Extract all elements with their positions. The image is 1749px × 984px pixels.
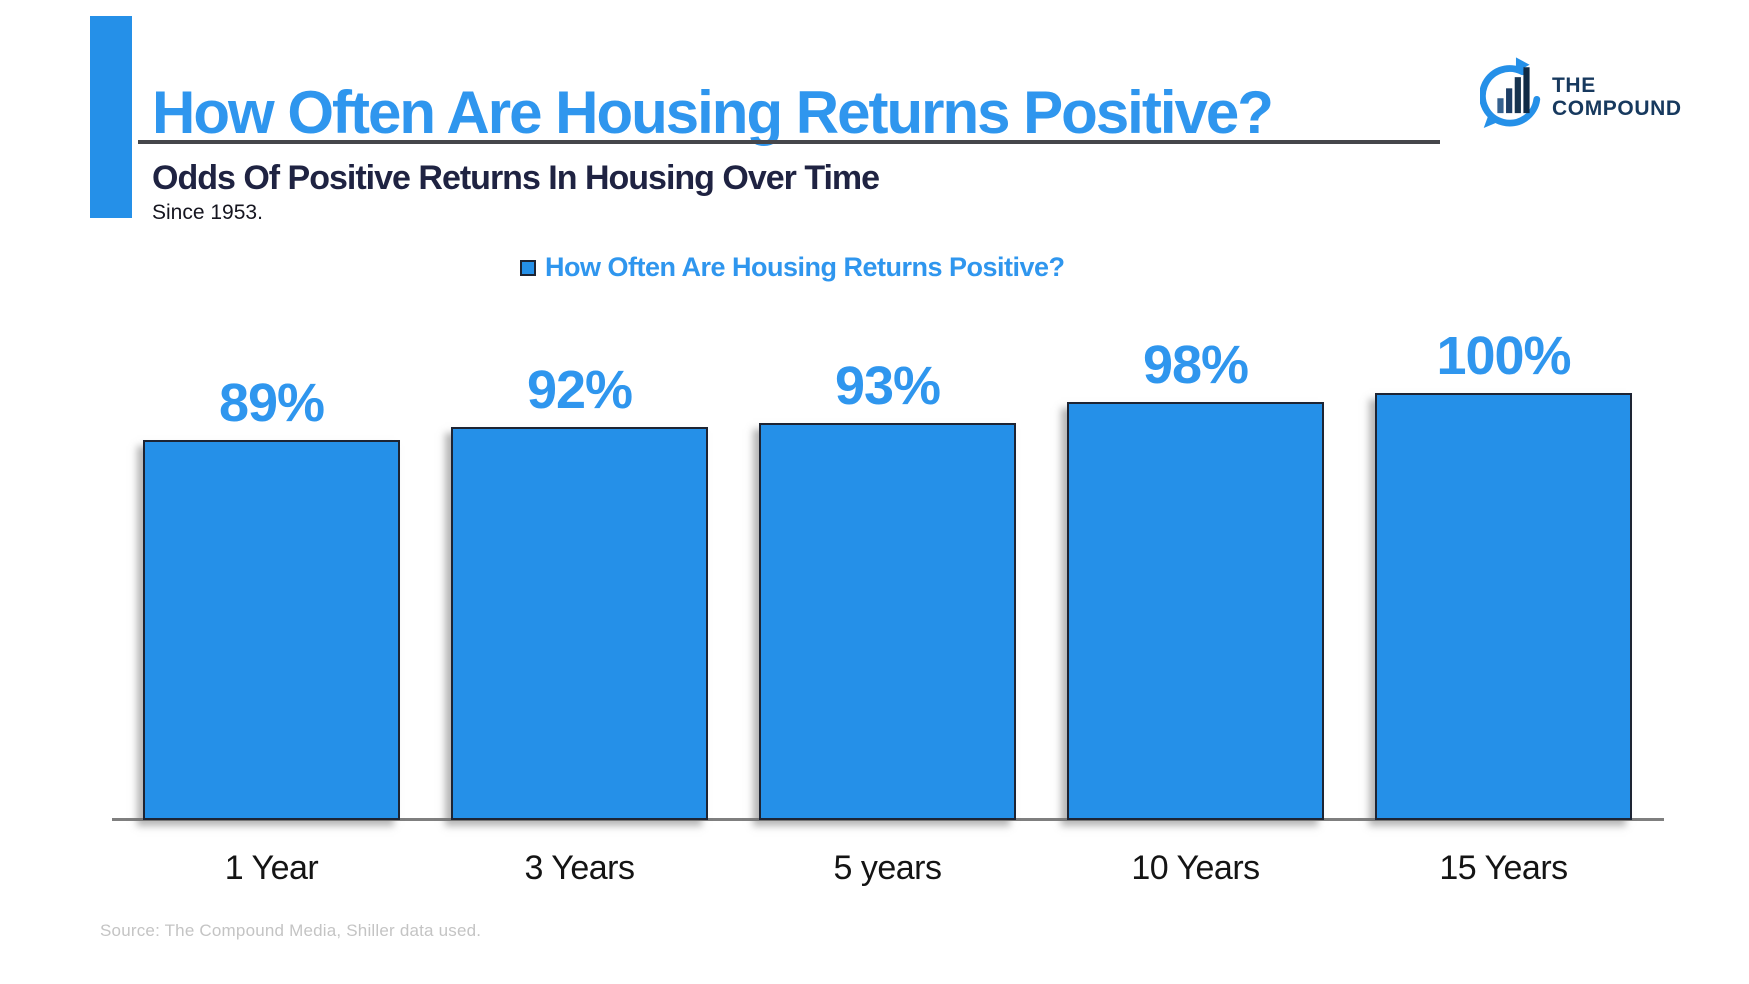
- title-underline: [138, 140, 1440, 144]
- bar-value-label: 89%: [218, 373, 325, 433]
- bar: [1067, 402, 1324, 820]
- bar-value-label: 98%: [1142, 335, 1249, 395]
- logo-line-2: COMPOUND: [1552, 97, 1682, 120]
- chart-legend: How Often Are Housing Returns Positive?: [520, 252, 1065, 283]
- bar: [143, 440, 400, 820]
- logo-line-1: THE: [1552, 74, 1596, 97]
- compound-chart-bubble-icon: [1480, 57, 1541, 128]
- logo-wordmark: THE COMPOUND: [1552, 74, 1682, 120]
- page-subtitle: Odds Of Positive Returns In Housing Over…: [152, 159, 880, 197]
- subtitle-note: Since 1953.: [152, 201, 263, 224]
- page-title: How Often Are Housing Returns Positive?: [152, 79, 1274, 146]
- bar: [759, 423, 1016, 820]
- bar: [451, 427, 708, 820]
- x-axis-label: 10 Years: [1131, 849, 1260, 887]
- bar-value-label: 92%: [526, 360, 633, 420]
- compound-logo: THE COMPOUND: [1480, 56, 1682, 138]
- legend-label: How Often Are Housing Returns Positive?: [545, 252, 1065, 282]
- x-axis-label: 3 Years: [524, 849, 635, 887]
- x-axis-label: 15 Years: [1439, 849, 1568, 887]
- bar-value-label: 100%: [1436, 326, 1571, 386]
- x-axis-label: 5 years: [833, 849, 943, 887]
- legend-swatch: [520, 259, 536, 276]
- source-note: Source: The Compound Media, Shiller data…: [100, 921, 482, 940]
- x-axis-label: 1 Year: [224, 849, 319, 887]
- bar-value-label: 93%: [834, 356, 941, 416]
- accent-bar: [90, 16, 132, 218]
- bar: [1375, 393, 1632, 820]
